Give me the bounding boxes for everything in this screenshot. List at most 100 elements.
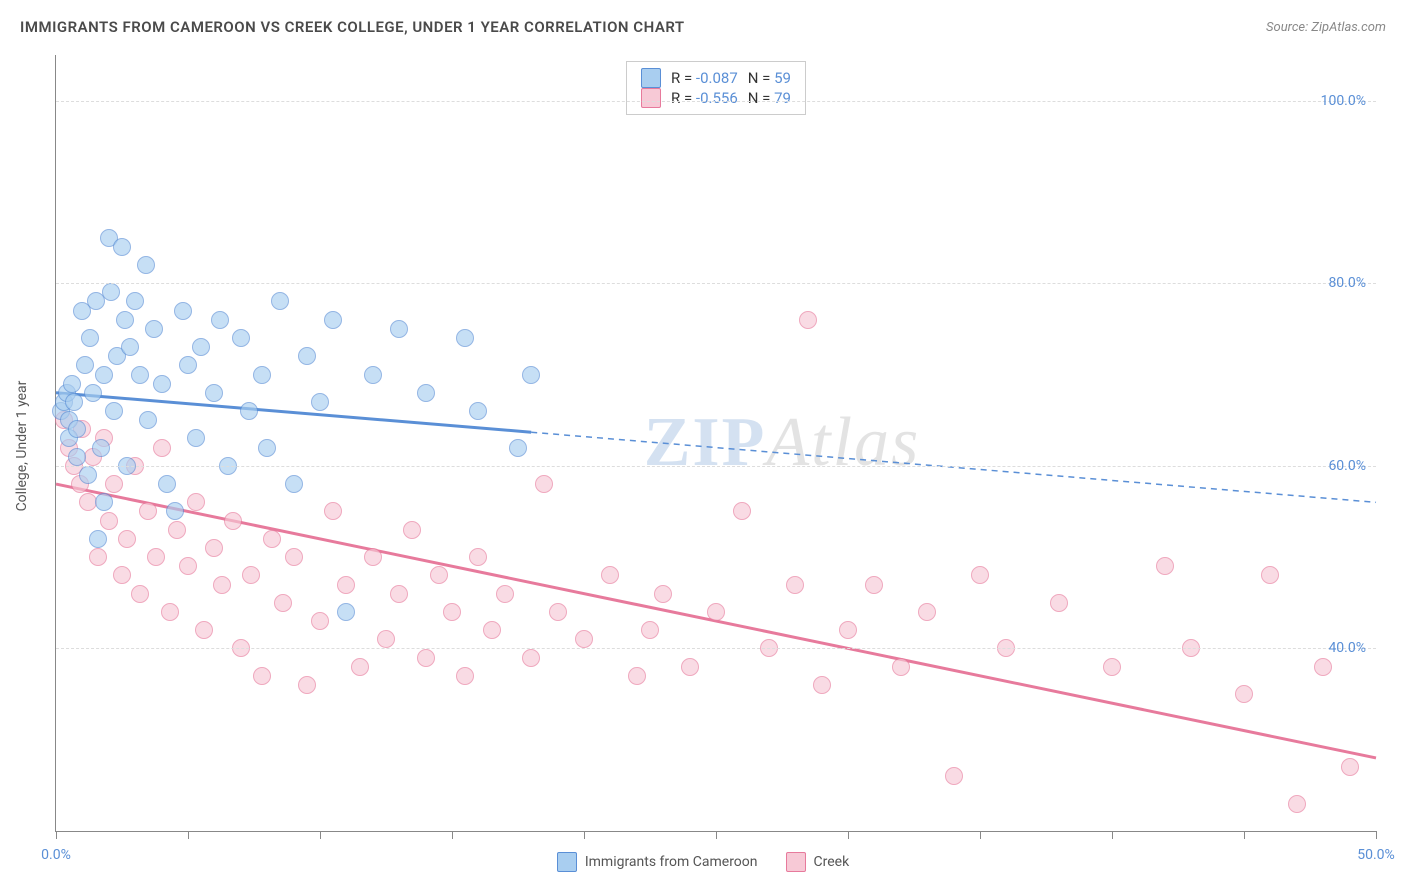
scatter-point xyxy=(79,466,97,484)
scatter-point xyxy=(311,393,329,411)
scatter-point xyxy=(161,603,179,621)
scatter-point xyxy=(839,621,857,639)
scatter-point xyxy=(258,439,276,457)
scatter-point xyxy=(102,283,120,301)
scatter-point xyxy=(601,566,619,584)
scatter-point xyxy=(113,566,131,584)
scatter-point xyxy=(113,238,131,256)
chart-plot-area: ZIPAtlas R = -0.087N = 59R = -0.556N = 7… xyxy=(55,55,1376,832)
scatter-point xyxy=(509,439,527,457)
scatter-point xyxy=(522,366,540,384)
scatter-point xyxy=(179,356,197,374)
legend-label: Creek xyxy=(814,854,850,870)
xtick xyxy=(980,831,981,839)
scatter-point xyxy=(131,585,149,603)
legend-swatch xyxy=(557,852,577,872)
scatter-point xyxy=(733,502,751,520)
scatter-point xyxy=(786,576,804,594)
scatter-point xyxy=(351,658,369,676)
scatter-point xyxy=(628,667,646,685)
legend-r-label: R = -0.087 xyxy=(671,69,738,87)
scatter-point xyxy=(242,566,260,584)
scatter-point xyxy=(95,366,113,384)
scatter-point xyxy=(89,548,107,566)
scatter-point xyxy=(205,539,223,557)
scatter-point xyxy=(131,366,149,384)
scatter-point xyxy=(158,475,176,493)
scatter-point xyxy=(187,493,205,511)
xtick xyxy=(320,831,321,839)
y-axis-label: College, Under 1 year xyxy=(14,381,30,512)
scatter-point xyxy=(681,658,699,676)
scatter-point xyxy=(121,338,139,356)
scatter-point xyxy=(535,475,553,493)
scatter-point xyxy=(403,521,421,539)
scatter-point xyxy=(81,329,99,347)
scatter-point xyxy=(1156,557,1174,575)
scatter-plot xyxy=(56,55,1376,831)
xtick xyxy=(56,831,57,839)
scatter-point xyxy=(364,366,382,384)
scatter-point xyxy=(971,566,989,584)
scatter-point xyxy=(89,530,107,548)
scatter-point xyxy=(324,502,342,520)
scatter-point xyxy=(253,667,271,685)
xtick xyxy=(1244,831,1245,839)
scatter-point xyxy=(1261,566,1279,584)
scatter-point xyxy=(168,521,186,539)
scatter-point xyxy=(1341,758,1359,776)
scatter-point xyxy=(799,311,817,329)
chart-source: Source: ZipAtlas.com xyxy=(1266,20,1386,35)
scatter-point xyxy=(76,356,94,374)
xtick xyxy=(716,831,717,839)
scatter-point xyxy=(187,429,205,447)
scatter-point xyxy=(892,658,910,676)
series-legend: Immigrants from Cameroon Creek xyxy=(0,852,1406,872)
scatter-point xyxy=(195,621,213,639)
scatter-point xyxy=(945,767,963,785)
scatter-point xyxy=(240,402,258,420)
scatter-point xyxy=(456,667,474,685)
scatter-point xyxy=(174,302,192,320)
scatter-point xyxy=(213,576,231,594)
scatter-point xyxy=(1314,658,1332,676)
scatter-point xyxy=(430,566,448,584)
scatter-point xyxy=(865,576,883,594)
scatter-point xyxy=(271,292,289,310)
scatter-point xyxy=(153,439,171,457)
scatter-point xyxy=(1288,795,1306,813)
scatter-point xyxy=(813,676,831,694)
scatter-point xyxy=(126,292,144,310)
xtick xyxy=(1112,831,1113,839)
scatter-point xyxy=(549,603,567,621)
scatter-point xyxy=(179,557,197,575)
scatter-point xyxy=(298,347,316,365)
scatter-point xyxy=(1050,594,1068,612)
scatter-point xyxy=(285,548,303,566)
scatter-point xyxy=(84,384,102,402)
scatter-point xyxy=(139,502,157,520)
scatter-point xyxy=(105,402,123,420)
scatter-point xyxy=(211,311,229,329)
scatter-point xyxy=(918,603,936,621)
scatter-point xyxy=(100,512,118,530)
legend-swatch xyxy=(786,852,806,872)
chart-header: IMMIGRANTS FROM CAMEROON VS CREEK COLLEG… xyxy=(20,18,1386,36)
scatter-point xyxy=(390,585,408,603)
scatter-point xyxy=(166,502,184,520)
gridline xyxy=(56,283,1376,284)
ytick-label: 60.0% xyxy=(1328,458,1366,474)
scatter-point xyxy=(153,375,171,393)
scatter-point xyxy=(443,603,461,621)
scatter-point xyxy=(95,493,113,511)
scatter-point xyxy=(1103,658,1121,676)
ytick-label: 80.0% xyxy=(1328,275,1366,291)
legend-n-label: N = 59 xyxy=(748,69,791,87)
xtick xyxy=(584,831,585,839)
legend-item: Immigrants from Cameroon xyxy=(557,852,758,872)
legend-row: R = -0.087 N = 59 xyxy=(641,68,791,88)
xtick xyxy=(188,831,189,839)
scatter-point xyxy=(496,585,514,603)
legend-row: R = -0.556N = 79 xyxy=(641,88,791,108)
scatter-point xyxy=(285,475,303,493)
